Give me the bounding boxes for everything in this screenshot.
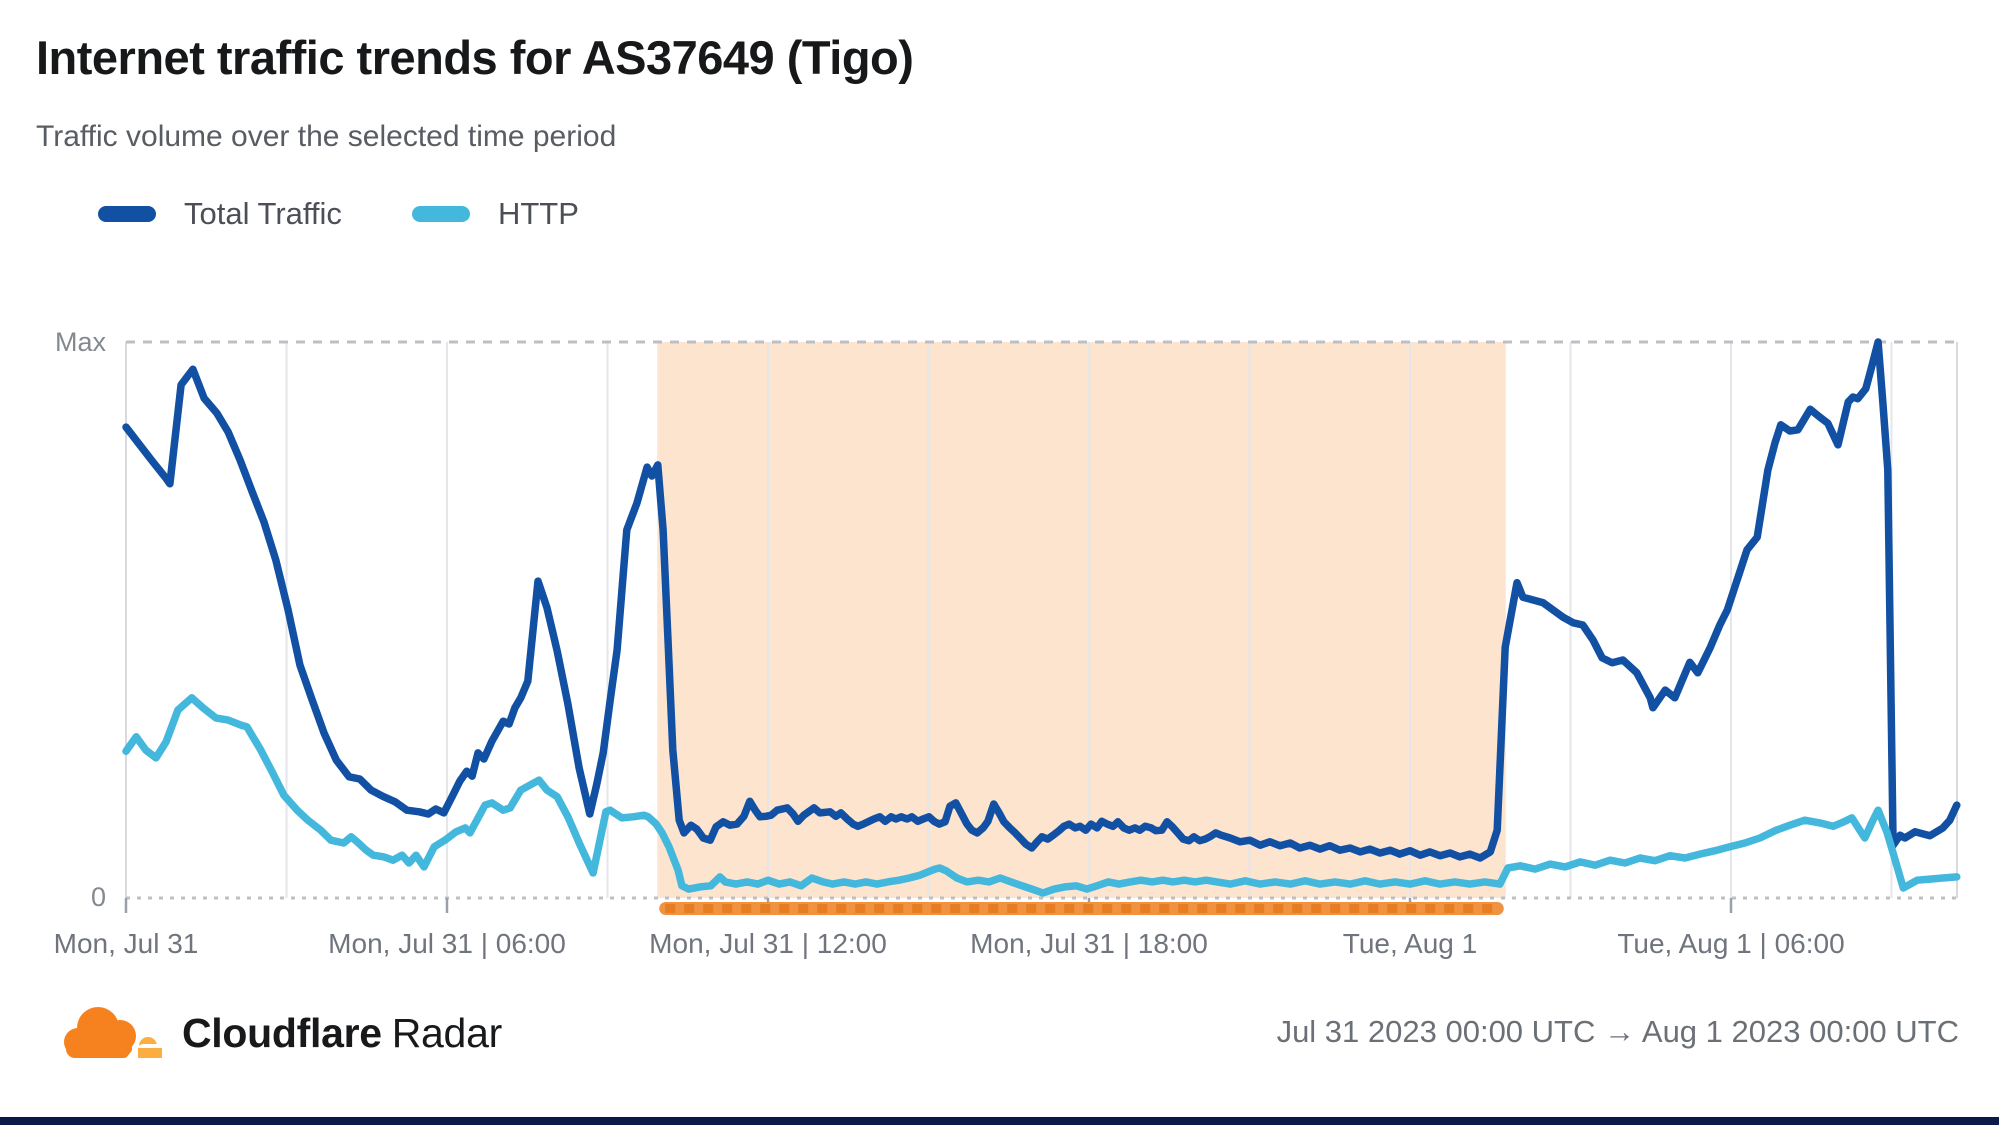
legend-item-http: HTTP	[411, 196, 579, 232]
page-subtitle: Traffic volume over the selected time pe…	[36, 120, 617, 153]
cloudflare-radar-brand: Cloudflare Radar	[56, 1000, 502, 1066]
series-line-total-traffic	[122, 338, 1961, 862]
x-axis-label: Mon, Jul 31 | 18:00	[970, 928, 1208, 959]
cloudflare-logo-icon	[56, 1007, 168, 1066]
page-title: Internet traffic trends for AS37649 (Tig…	[36, 31, 914, 84]
x-axis-label: Tue, Aug 1	[1342, 928, 1478, 959]
chart-legend: Total Traffic HTTP	[98, 196, 579, 232]
legend-label-http: HTTP	[497, 196, 579, 231]
series-line-http	[122, 694, 1961, 897]
y-axis-max-label: Max	[54, 327, 106, 357]
x-axis-label: Tue, Aug 1 | 06:00	[1617, 928, 1845, 959]
x-axis-label: Mon, Jul 31 | 12:00	[649, 928, 887, 959]
http-swatch-icon	[411, 206, 470, 222]
brand-radar: Radar	[391, 1009, 502, 1056]
date-range-label: Jul 31 2023 00:00 UTC → Aug 1 2023 00:00…	[1276, 1014, 1959, 1049]
total-traffic-swatch-icon	[98, 206, 156, 222]
x-axis-label: Mon, Jul 31 | 06:00	[328, 928, 566, 959]
legend-item-total-traffic: Total Traffic	[98, 196, 342, 232]
brand-wordmark: Cloudflare Radar	[182, 1010, 502, 1057]
outage-highlight-band	[657, 342, 1506, 898]
brand-cloudflare: Cloudflare	[182, 1009, 382, 1056]
y-axis-zero-label: 0	[90, 882, 106, 912]
x-axis-label: Mon, Jul 31	[53, 928, 199, 959]
bottom-accent-bar	[0, 1117, 1999, 1125]
legend-label-total-traffic: Total Traffic	[184, 196, 342, 231]
